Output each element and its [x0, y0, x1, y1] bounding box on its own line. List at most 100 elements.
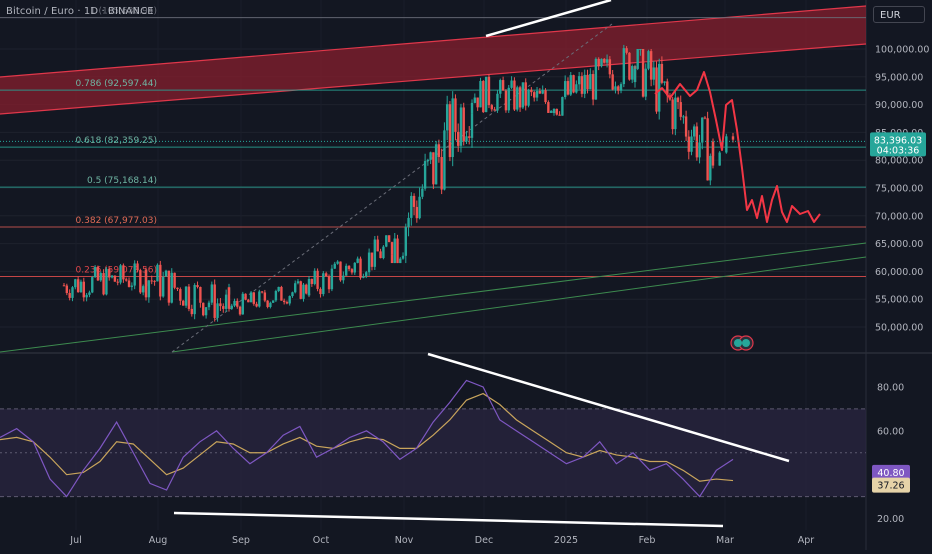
price-candle: [418, 187, 421, 220]
candle-body: [307, 279, 311, 296]
support-trendline[interactable]: [0, 242, 867, 353]
price-candle: [671, 97, 674, 135]
price-tick-label: 60,000.00: [875, 267, 923, 278]
price-candle: [139, 268, 142, 294]
candle-body: [591, 74, 595, 100]
price-candle: [150, 275, 153, 285]
price-candle: [660, 56, 664, 85]
price-candle: [173, 272, 176, 290]
price-candle: [679, 95, 682, 121]
candle-body: [676, 97, 680, 103]
fib-level-label: 1 (105,638.94): [90, 7, 157, 17]
time-tick-label: 2025: [554, 535, 578, 546]
candle-body: [418, 196, 421, 219]
price-tick-label: 90,000.00: [875, 100, 923, 111]
candle-body: [299, 281, 302, 299]
price-candle: [213, 279, 216, 322]
candle-body: [102, 273, 105, 295]
candle-body: [227, 287, 231, 309]
price-candle: [164, 269, 168, 277]
candle-body: [65, 285, 69, 294]
price-candle: [687, 130, 690, 160]
price-candle: [266, 300, 269, 309]
price-candle: [561, 96, 564, 116]
candle-body: [470, 102, 474, 114]
price-candle: [99, 271, 102, 282]
candle-body: [291, 292, 294, 297]
price-candle: [159, 260, 162, 301]
candle-body: [535, 91, 539, 98]
price-candle: [401, 252, 405, 260]
candle-body: [159, 264, 162, 297]
candle-body: [499, 80, 502, 94]
price-candle: [404, 223, 407, 264]
candle-body: [399, 258, 402, 264]
candle-body: [586, 74, 589, 90]
price-candle: [698, 134, 701, 164]
rsi-resistance-trendline[interactable]: [427, 352, 790, 463]
price-candle: [238, 305, 242, 316]
candle-body: [339, 261, 342, 281]
candle-body: [639, 49, 642, 50]
rsi-ma-value-tag: [872, 477, 910, 493]
candle-body: [410, 195, 413, 218]
fib-level-label: 0.5 (75,168.14): [87, 176, 157, 186]
price-candle: [569, 71, 572, 97]
price-candle: [412, 193, 416, 216]
candle-body: [82, 281, 85, 298]
candle-body: [518, 87, 522, 108]
candle-body: [692, 126, 696, 137]
candle-body: [563, 81, 567, 98]
price-candle: [193, 283, 196, 320]
candle-body: [390, 242, 394, 255]
candle-body: [552, 108, 556, 113]
candle-body: [387, 235, 391, 243]
candle-body: [423, 161, 427, 189]
price-candle: [547, 100, 550, 113]
time-tick-label: Jul: [69, 535, 81, 546]
price-candle: [459, 103, 463, 153]
price-candle: [382, 245, 385, 260]
price-candle: [79, 279, 83, 293]
support-trendline[interactable]: [171, 256, 867, 353]
resistance-channel[interactable]: [0, 6, 866, 114]
price-candle: [230, 303, 233, 310]
top-trendline[interactable]: [485, 0, 612, 38]
candle-body: [322, 273, 325, 295]
candle-body: [260, 291, 264, 293]
candle-body: [294, 283, 297, 293]
candle-body: [382, 246, 385, 259]
time-tick-label: Nov: [395, 535, 414, 546]
candle-body: [432, 152, 435, 185]
candle-body: [333, 263, 336, 269]
price-candle: [510, 76, 513, 89]
price-candle: [603, 58, 606, 64]
rsi-support-trendline[interactable]: [173, 511, 724, 528]
price-candle: [625, 46, 628, 55]
candle-body: [533, 92, 536, 98]
price-candle: [589, 68, 592, 90]
last-price-tag: [870, 132, 926, 157]
price-candle: [260, 290, 264, 294]
candle-body: [451, 98, 454, 158]
price-candle: [684, 110, 688, 141]
candle-body: [558, 114, 561, 116]
candle-body: [182, 300, 185, 306]
candle-body: [513, 80, 516, 110]
fib-level-label: 0.236 (59,079.56): [76, 266, 157, 276]
price-candle: [353, 262, 356, 275]
candle-body: [113, 275, 117, 282]
symbol-title[interactable]: Bitcoin / Euro · 1D · BINANCE: [6, 6, 154, 17]
rsi-value-tag: [872, 464, 910, 480]
projection-path[interactable]: [654, 71, 821, 223]
candle-body: [350, 269, 354, 273]
candle-body: [255, 303, 258, 307]
price-candle: [421, 184, 424, 200]
currency-selector[interactable]: EUR: [873, 6, 925, 23]
candle-body: [288, 296, 291, 304]
price-candle: [365, 270, 368, 279]
candle-body: [412, 195, 416, 207]
price-candle: [280, 285, 283, 301]
price-candle: [74, 278, 77, 290]
candle-body: [327, 276, 331, 290]
